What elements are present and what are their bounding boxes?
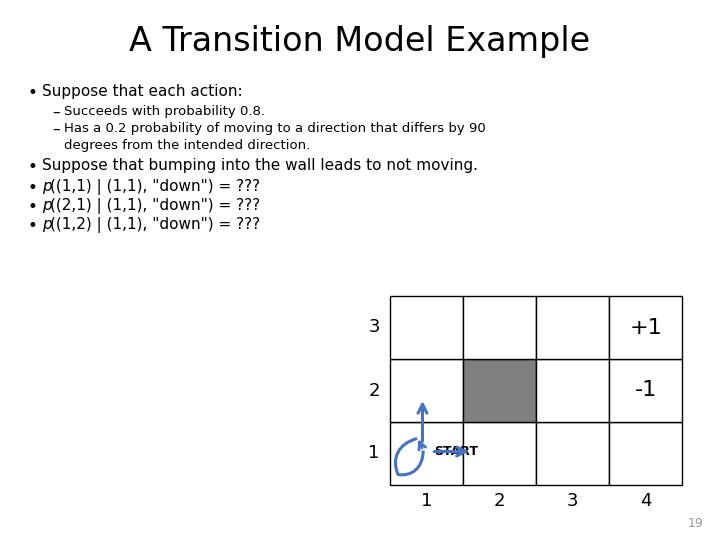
Text: Suppose that each action:: Suppose that each action: <box>42 84 243 99</box>
Text: 2: 2 <box>494 492 505 510</box>
Text: Has a 0.2 probability of moving to a direction that differs by 90: Has a 0.2 probability of moving to a dir… <box>64 122 486 135</box>
Text: 19: 19 <box>688 517 703 530</box>
Bar <box>463 422 536 485</box>
Text: p: p <box>42 179 52 194</box>
Text: A Transition Model Example: A Transition Model Example <box>130 25 590 58</box>
Text: 1: 1 <box>420 492 432 510</box>
Text: ((1,1) | (1,1), "down") = ???: ((1,1) | (1,1), "down") = ??? <box>50 179 260 195</box>
Bar <box>609 296 682 359</box>
Text: –: – <box>52 122 60 137</box>
Text: 1: 1 <box>369 444 379 462</box>
Text: 4: 4 <box>640 492 652 510</box>
Text: ((2,1) | (1,1), "down") = ???: ((2,1) | (1,1), "down") = ??? <box>50 198 260 214</box>
Bar <box>536 422 609 485</box>
Text: Succeeds with probability 0.8.: Succeeds with probability 0.8. <box>64 105 265 118</box>
Text: 3: 3 <box>567 492 578 510</box>
Text: Suppose that bumping into the wall leads to not moving.: Suppose that bumping into the wall leads… <box>42 158 478 173</box>
Text: 2: 2 <box>368 381 379 400</box>
Text: •: • <box>28 198 38 216</box>
Text: START: START <box>434 445 479 458</box>
Bar <box>536 296 609 359</box>
Text: •: • <box>28 217 38 235</box>
Text: -1: -1 <box>634 381 657 401</box>
Text: degrees from the intended direction.: degrees from the intended direction. <box>64 139 310 152</box>
Bar <box>609 422 682 485</box>
Bar <box>463 359 536 422</box>
Bar <box>536 359 609 422</box>
Bar <box>390 422 463 485</box>
Bar <box>463 296 536 359</box>
Text: +1: +1 <box>629 318 662 338</box>
Text: 3: 3 <box>368 319 379 336</box>
Text: p: p <box>42 198 52 213</box>
Bar <box>609 359 682 422</box>
Text: p: p <box>42 217 52 232</box>
Text: –: – <box>52 105 60 120</box>
Text: •: • <box>28 179 38 197</box>
Bar <box>390 359 463 422</box>
Text: ((1,2) | (1,1), "down") = ???: ((1,2) | (1,1), "down") = ??? <box>50 217 260 233</box>
Text: •: • <box>28 158 38 176</box>
Bar <box>390 296 463 359</box>
Text: •: • <box>28 84 38 102</box>
